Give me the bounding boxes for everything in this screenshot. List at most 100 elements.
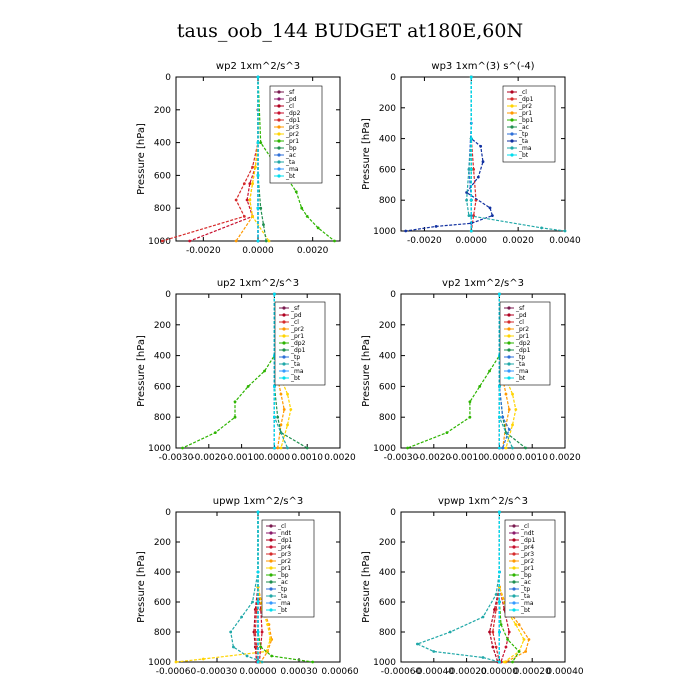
figure-title: taus_oob_144 BUDGET at180E,60N <box>176 20 524 42</box>
x-tick-label: 0.00000 <box>239 667 276 677</box>
data-point <box>511 446 514 450</box>
data-point <box>256 630 260 634</box>
legend-label: _ma <box>285 166 299 173</box>
legend-label: _dp1 <box>290 347 306 354</box>
legend-marker <box>282 348 286 352</box>
data-point <box>255 608 259 611</box>
legend-marker <box>510 111 514 115</box>
x-tick-label: 0.0000 <box>259 453 291 463</box>
data-point <box>469 198 473 202</box>
y-axis-label: Pressure [hPa] <box>136 123 147 195</box>
legend-marker <box>507 376 511 380</box>
x-tick-label: -0.00040 <box>414 667 455 677</box>
legend-marker <box>282 313 286 317</box>
legend-marker <box>507 313 511 317</box>
legend-label: _pr1 <box>518 110 532 117</box>
x-tick-label: -0.0020 <box>191 453 226 463</box>
data-point <box>233 415 237 419</box>
data-point <box>234 198 238 202</box>
data-point <box>511 660 514 664</box>
panel-title: vp2 1xm^2/s^3 <box>442 278 524 289</box>
data-point <box>256 600 260 604</box>
data-point <box>524 446 528 450</box>
legend-marker <box>269 545 273 549</box>
y-axis-label: Pressure [hPa] <box>361 551 372 623</box>
legend-label: _bp1 <box>518 117 534 124</box>
legend-label: _dp1 <box>520 537 536 544</box>
data-point <box>256 570 260 574</box>
data-point <box>259 141 263 145</box>
data-point <box>160 239 164 243</box>
legend-label: _sf <box>515 305 525 312</box>
y-axis-label: Pressure [hPa] <box>361 335 372 407</box>
data-point <box>490 214 494 218</box>
x-tick-label: 0.0020 <box>297 246 329 256</box>
series-line <box>488 512 500 663</box>
series-line <box>257 512 263 663</box>
data-point <box>248 198 252 202</box>
data-point <box>504 645 508 649</box>
legend-marker <box>510 153 514 157</box>
data-point <box>491 645 495 649</box>
chart-panel-3: vp2 1xm^2/s^302004006008001000-0.0030-0.… <box>361 278 581 463</box>
y-tick-label: 400 <box>379 135 396 145</box>
data-point <box>498 510 501 514</box>
legend-marker <box>512 566 516 570</box>
y-tick-label: 1000 <box>148 237 171 247</box>
y-tick-label: 0 <box>390 290 396 300</box>
data-point <box>469 229 473 233</box>
legend-marker <box>507 355 511 359</box>
legend-marker <box>269 524 273 528</box>
data-point <box>467 214 471 218</box>
legend-marker <box>269 601 273 605</box>
series-line <box>189 77 259 242</box>
series-line <box>253 512 259 663</box>
x-tick-label: 0.00030 <box>280 667 317 677</box>
y-tick-label: 0 <box>390 73 396 83</box>
data-point <box>300 206 304 210</box>
legend-label: _pr4 <box>277 544 291 551</box>
legend-label: _pr2 <box>277 558 291 565</box>
data-point <box>514 623 518 626</box>
data-point <box>273 415 276 419</box>
legend-marker <box>512 538 516 542</box>
data-point <box>540 226 543 230</box>
data-point <box>522 638 526 641</box>
data-point <box>404 229 408 233</box>
chart-panel-1: wp3 1xm^(3) s^(-4) 0 200 400 600 800 1000 -0.00… <box>361 61 581 246</box>
data-point <box>263 369 266 373</box>
data-point <box>488 206 492 210</box>
legend-label: _pr1 <box>290 333 304 340</box>
legend-marker <box>277 104 281 108</box>
legend-marker <box>282 369 286 373</box>
data-point <box>279 392 283 396</box>
legend-marker <box>512 601 516 605</box>
data-point <box>563 229 567 233</box>
legend-label: _pd <box>285 96 297 103</box>
data-point <box>229 630 233 634</box>
data-point <box>499 623 503 626</box>
data-point <box>256 75 260 79</box>
legend-marker <box>510 125 514 129</box>
data-point <box>494 608 498 611</box>
legend-label: _bt <box>520 607 531 614</box>
y-axis-label: Pressure [hPa] <box>136 551 147 623</box>
data-point <box>242 182 246 186</box>
data-point <box>256 660 260 664</box>
y-tick-label: 0 <box>165 508 171 518</box>
data-point <box>273 292 276 296</box>
data-point <box>248 182 252 186</box>
data-point <box>286 446 289 450</box>
data-point <box>406 446 409 450</box>
legend-marker <box>510 104 514 108</box>
legend-label: _pd <box>290 312 302 319</box>
legend-marker <box>277 118 281 122</box>
x-tick-label: 0.00000 <box>481 667 518 677</box>
y-tick-label: 600 <box>379 382 396 392</box>
panel-title: up2 1xm^2/s^3 <box>217 278 299 289</box>
data-point <box>276 446 280 450</box>
legend-marker <box>282 341 286 345</box>
legend-marker <box>512 524 516 528</box>
data-point <box>501 415 505 419</box>
